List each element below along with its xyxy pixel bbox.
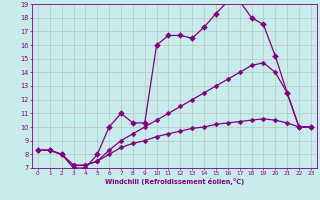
X-axis label: Windchill (Refroidissement éolien,°C): Windchill (Refroidissement éolien,°C) [105,178,244,185]
